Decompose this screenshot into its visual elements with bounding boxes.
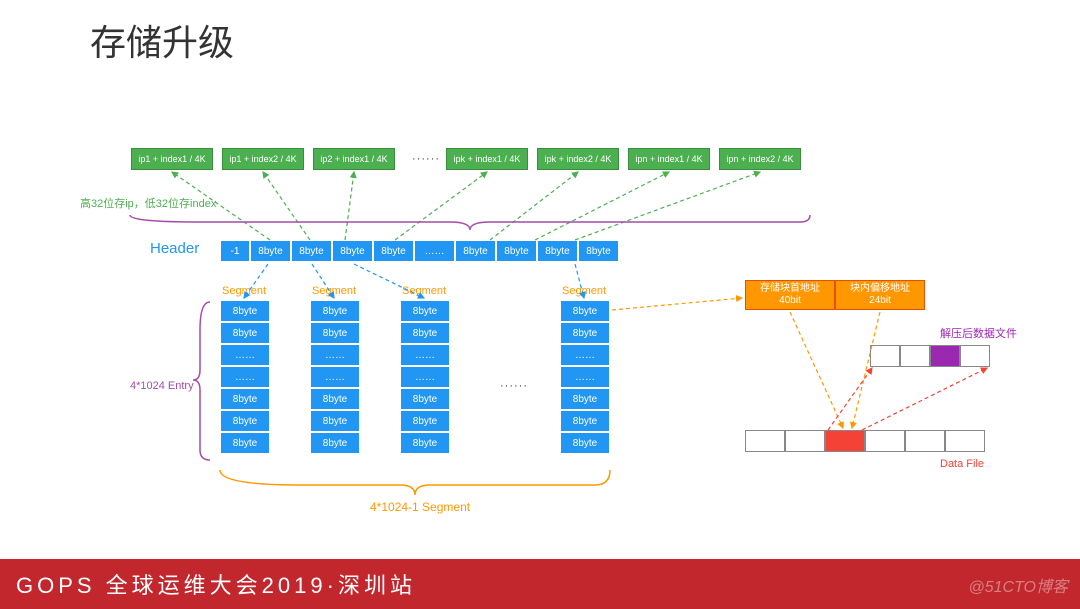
slide-title: 存储升级 (90, 14, 234, 66)
segment-cell: …… (310, 366, 360, 388)
top-file-row (870, 345, 990, 367)
segment-cell: …… (560, 366, 610, 388)
ip-index-box: ipn + index1 / 4K (628, 148, 710, 170)
footer-text: GOPS 全球运维大会2019·深圳站 (16, 568, 416, 600)
segment-cell: …… (400, 366, 450, 388)
file-cell (905, 430, 945, 452)
segment-cell: 8byte (220, 388, 270, 410)
entry-label: 4*1024 Entry (130, 380, 194, 392)
file-cell (930, 345, 960, 367)
segment-label: Segment (312, 285, 356, 297)
segment-cell: 8byte (400, 322, 450, 344)
segment-column: 8byte8byte…………8byte8byte8byte (400, 300, 450, 454)
segment-column: 8byte8byte…………8byte8byte8byte (310, 300, 360, 454)
segment-label: Segment (402, 285, 446, 297)
file-cell (870, 345, 900, 367)
segment-cell: 8byte (310, 388, 360, 410)
header-cell: 8byte (537, 240, 578, 262)
file-cell (745, 430, 785, 452)
data-file-label: Data File (940, 458, 984, 470)
header-row: -18byte8byte8byte8byte……8byte8byte8byte8… (220, 240, 619, 262)
watermark: @51CTO博客 (968, 573, 1068, 597)
segment-cell: 8byte (220, 410, 270, 432)
file-cell (960, 345, 990, 367)
header-cell: 8byte (578, 240, 619, 262)
decompress-label: 解压后数据文件 (940, 325, 1017, 341)
segment-cell: 8byte (400, 432, 450, 454)
address-box: 存储块首地址40bit (745, 280, 835, 310)
segment-column: 8byte8byte…………8byte8byte8byte (220, 300, 270, 454)
segment-cell: …… (400, 344, 450, 366)
header-cell: 8byte (373, 240, 414, 262)
bottom-file-row (745, 430, 985, 452)
segment-cell: 8byte (310, 322, 360, 344)
segment-cell: 8byte (310, 432, 360, 454)
segment-cell: 8byte (220, 322, 270, 344)
segment-cell: …… (310, 344, 360, 366)
segment-cell: 8byte (220, 300, 270, 322)
segment-cell: 8byte (400, 410, 450, 432)
seg-ellipsis: ······ (500, 380, 528, 392)
ip-index-box: ipn + index2 / 4K (719, 148, 801, 170)
top-ellipsis: ······ (412, 153, 440, 165)
segment-cell: 8byte (560, 410, 610, 432)
green-note: 高32位存ip，低32位存index (80, 195, 216, 211)
segment-cell: 8byte (560, 388, 610, 410)
segment-cell: 8byte (220, 432, 270, 454)
header-cell: 8byte (496, 240, 537, 262)
header-cell: 8byte (250, 240, 291, 262)
header-cell: …… (414, 240, 455, 262)
segment-cell: 8byte (560, 432, 610, 454)
address-box: 块内偏移地址24bit (835, 280, 925, 310)
ip-index-box: ip2 + index1 / 4K (313, 148, 395, 170)
header-label: Header (150, 240, 199, 257)
segment-cell: 8byte (560, 300, 610, 322)
ip-index-box: ipk + index1 / 4K (446, 148, 528, 170)
segment-cell: 8byte (400, 388, 450, 410)
file-cell (945, 430, 985, 452)
ip-index-box: ip1 + index1 / 4K (131, 148, 213, 170)
segment-column: 8byte8byte…………8byte8byte8byte (560, 300, 610, 454)
segment-label: Segment (222, 285, 266, 297)
header-cell: 8byte (455, 240, 496, 262)
segment-cell: 8byte (310, 410, 360, 432)
file-cell (785, 430, 825, 452)
footer-bar: GOPS 全球运维大会2019·深圳站 @51CTO博客 (0, 559, 1080, 609)
file-cell (865, 430, 905, 452)
header-cell: 8byte (332, 240, 373, 262)
header-cell: 8byte (291, 240, 332, 262)
segment-cell: 8byte (400, 300, 450, 322)
file-cell (825, 430, 865, 452)
ip-index-box: ipk + index2 / 4K (537, 148, 619, 170)
segment-label: Segment (562, 285, 606, 297)
file-cell (900, 345, 930, 367)
segment-cell: …… (560, 344, 610, 366)
header-cell: -1 (220, 240, 250, 262)
ip-index-box: ip1 + index2 / 4K (222, 148, 304, 170)
segment-cell: 8byte (560, 322, 610, 344)
segment-cell: …… (220, 366, 270, 388)
footer-seg-label: 4*1024-1 Segment (370, 500, 470, 514)
segment-cell: 8byte (310, 300, 360, 322)
segment-cell: …… (220, 344, 270, 366)
